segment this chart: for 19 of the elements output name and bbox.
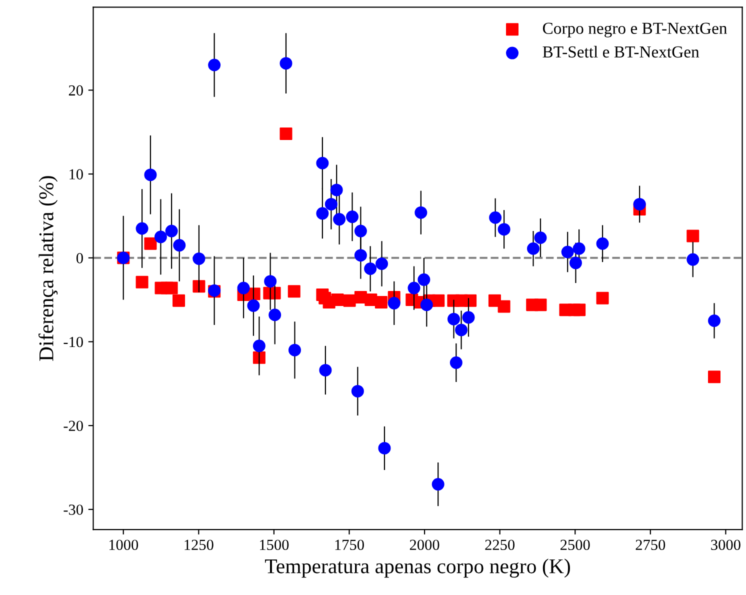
y-tick-label: 20 — [68, 85, 83, 96]
x-axis-title: Temperatura apenas corpo negro (K) — [265, 558, 570, 578]
x-tick-label: 3000 — [711, 540, 740, 550]
y-tick-label: -30 — [64, 504, 83, 515]
x-tick-label: 2750 — [636, 540, 666, 550]
x-tick-label: 2500 — [560, 540, 590, 550]
x-tick-label: 1000 — [109, 540, 138, 550]
legend-label: BT-Settl e BT-NextGen — [542, 46, 700, 58]
x-tick-label: 1250 — [184, 540, 214, 550]
x-tick-label: 2250 — [485, 540, 515, 550]
y-tick-label: 0 — [76, 253, 83, 264]
y-tick-label: -10 — [64, 336, 83, 348]
y-tick-label: 10 — [70, 169, 83, 180]
x-tick-label: 1500 — [260, 540, 289, 550]
y-axis-title: Diferença relativa (%) — [38, 176, 58, 361]
legend-label: Corpo negro e BT-NextGen — [542, 22, 728, 38]
x-tick-label: 2000 — [410, 540, 440, 550]
y-tick-label: -20 — [64, 420, 83, 432]
x-tick-label: 1750 — [335, 540, 364, 550]
